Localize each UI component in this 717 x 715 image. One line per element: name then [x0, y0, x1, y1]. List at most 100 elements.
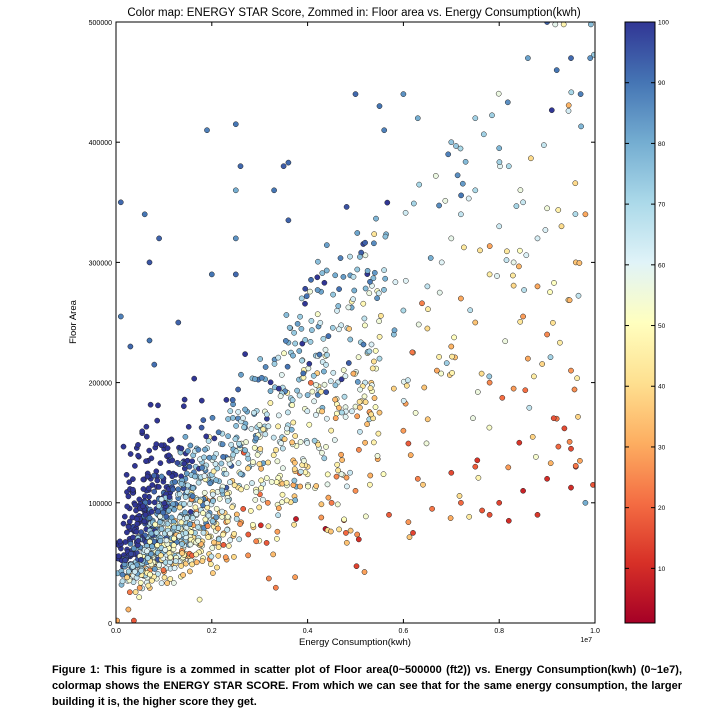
scatter-point [367, 472, 374, 479]
scatter-point [343, 530, 349, 536]
scatter-point [327, 528, 334, 535]
scatter-point [289, 439, 296, 446]
scatter-point [380, 471, 387, 478]
scatter-point [231, 530, 237, 537]
scatter-point [352, 487, 359, 494]
scatter-point [180, 572, 186, 578]
x-tick-label: 0.4 [303, 628, 313, 635]
scatter-point [252, 497, 259, 503]
scatter-point [341, 516, 347, 523]
scatter-point [548, 107, 555, 114]
scatter-point [155, 484, 162, 490]
scatter-point [137, 579, 144, 586]
scatter-point [210, 468, 217, 475]
scatter-point [117, 313, 124, 320]
scatter-point [357, 428, 363, 435]
scatter-point [486, 243, 493, 249]
scatter-point [346, 325, 352, 332]
scatter-point [253, 489, 260, 495]
scatter-point [220, 542, 227, 548]
scatter-point [372, 347, 379, 354]
scatter-point [364, 421, 370, 428]
scatter-point [590, 482, 595, 488]
scatter-point [553, 67, 560, 73]
scatter-point [496, 223, 503, 230]
scatter-point [402, 277, 409, 284]
scatter-point [425, 306, 431, 313]
scatter-point [131, 617, 137, 623]
scatter-point [521, 287, 527, 293]
scatter-point [505, 163, 512, 170]
scatter-point [130, 534, 136, 541]
scatter-point [340, 274, 347, 280]
scatter-point [281, 350, 287, 357]
scatter-point [544, 205, 550, 212]
scatter-point [158, 442, 165, 449]
scatter-point [186, 463, 193, 470]
scatter-point [262, 431, 269, 438]
scatter-point [231, 554, 237, 560]
scatter-point [158, 552, 164, 559]
scatter-point [200, 529, 207, 536]
scatter-point [318, 501, 325, 508]
x-axis: 0.0 0.2 0.4 0.6 0.8 1.0 [111, 22, 600, 635]
scatter-point [350, 370, 357, 377]
scatter-point [172, 558, 179, 564]
scatter-point [566, 297, 573, 304]
scatter-point [229, 504, 236, 510]
scatter-point [145, 582, 152, 589]
scatter-point [127, 343, 134, 350]
scatter-point [275, 423, 281, 430]
x-axis-offset: 1e7 [580, 637, 592, 644]
scatter-point [224, 513, 231, 520]
scatter-point [372, 404, 379, 410]
scatter-point [453, 143, 459, 149]
scatter-point [306, 360, 313, 367]
scatter-point [421, 384, 428, 391]
scatter-point [153, 441, 160, 447]
scatter-point [231, 482, 238, 489]
scatter-point [242, 351, 248, 357]
scatter-point [143, 423, 150, 430]
scatter-point [319, 408, 325, 415]
scatter-point [325, 494, 332, 501]
scatter-point [213, 477, 220, 484]
scatter-point [451, 334, 457, 341]
y-axis: 0 100000 200000 300000 400000 500000 [89, 20, 595, 628]
scatter-point [283, 312, 290, 318]
scatter-point [181, 460, 188, 467]
scatter-point [307, 379, 314, 386]
scatter-point [534, 235, 541, 242]
scatter-point [192, 473, 198, 480]
scatter-point [273, 447, 279, 453]
scatter-point [143, 433, 150, 440]
scatter-point [544, 331, 550, 338]
scatter-point [302, 285, 309, 292]
scatter-point [286, 324, 293, 331]
scatter-point [407, 452, 414, 458]
scatter-point [151, 472, 157, 479]
scatter-point [235, 409, 242, 415]
scatter-point [156, 562, 162, 568]
scatter-point [550, 319, 556, 326]
scatter-point [568, 367, 574, 374]
scatter-point [225, 498, 231, 504]
scatter-point [517, 318, 524, 325]
scatter-point [416, 181, 423, 188]
scatter-point [443, 360, 450, 366]
scatter-point [210, 498, 216, 504]
scatter-point [330, 291, 336, 298]
scatter-point [294, 387, 300, 394]
scatter-point [156, 235, 162, 242]
scatter-point [344, 483, 350, 490]
scatter-point [321, 279, 328, 286]
scatter-point [291, 459, 298, 466]
scatter-point [557, 339, 563, 346]
scatter-point [340, 367, 347, 373]
scatter-point [147, 401, 154, 408]
scatter-point [187, 568, 193, 575]
scatter-point [313, 382, 319, 388]
scatter-point [332, 396, 338, 403]
scatter-point [117, 538, 123, 545]
scatter-point [547, 289, 553, 295]
